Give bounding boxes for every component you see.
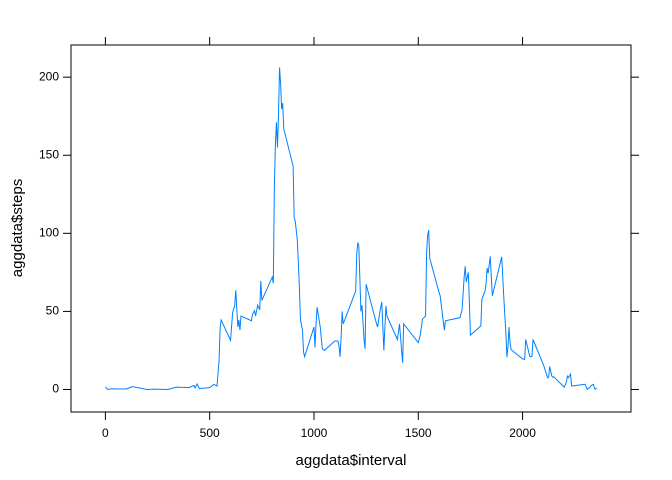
x-axis-title: aggdata$interval [296, 452, 407, 469]
y-axis-title: aggdata$steps [9, 179, 26, 277]
y-tick-label: 50 [46, 304, 60, 318]
data-line [105, 67, 598, 391]
x-tick-label: 500 [200, 426, 220, 440]
plot-frame [70, 44, 632, 413]
y-tick-label: 200 [39, 69, 59, 83]
y-tick-label: 150 [39, 147, 59, 161]
x-tick-label: 1000 [301, 426, 328, 440]
x-tick-label: 1500 [405, 426, 432, 440]
y-tick-label: 0 [52, 382, 59, 396]
y-tick-label: 100 [39, 225, 59, 239]
x-tick-label: 2000 [509, 426, 536, 440]
x-tick-label: 0 [102, 426, 109, 440]
